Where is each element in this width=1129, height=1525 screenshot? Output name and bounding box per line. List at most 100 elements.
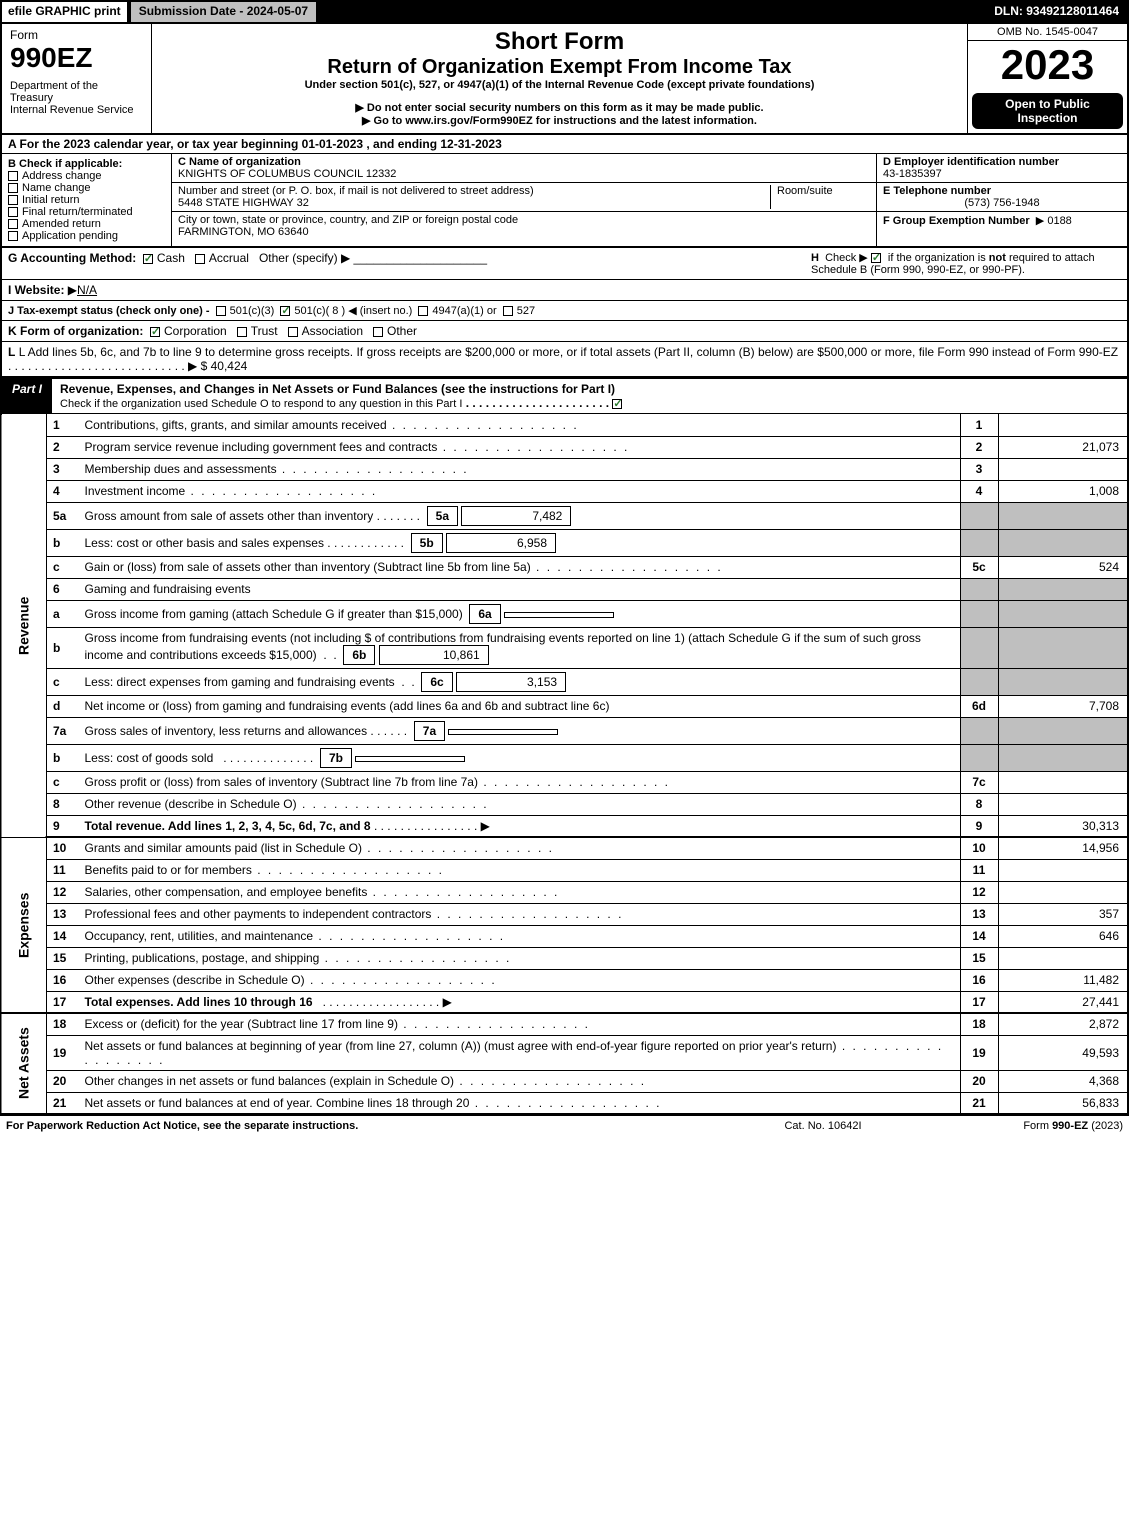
checkbox-icon[interactable] <box>8 195 18 205</box>
checkbox-icon[interactable] <box>8 231 18 241</box>
checkbox-501c3[interactable] <box>216 306 226 316</box>
line-19: 19Net assets or fund balances at beginni… <box>1 1035 1128 1070</box>
line-6c: cLess: direct expenses from gaming and f… <box>1 668 1128 695</box>
checkbox-cash[interactable] <box>143 254 153 264</box>
phone-label: E Telephone number <box>883 185 991 197</box>
header-right: OMB No. 1545-0047 2023 Open to Public In… <box>967 24 1127 133</box>
tax-year: 2023 <box>968 41 1127 89</box>
checkbox-accrual[interactable] <box>195 254 205 264</box>
group-value: 0188 <box>1047 215 1071 227</box>
topbar-spacer <box>318 2 986 22</box>
chk-amended: Amended return <box>8 218 165 230</box>
checkbox-assoc[interactable] <box>288 327 298 337</box>
city-cell: City or town, state or province, country… <box>172 212 876 240</box>
section-h: H Check ▶ if the organization is not req… <box>811 251 1121 276</box>
row-g-h: G Accounting Method: Cash Accrual Other … <box>0 248 1129 280</box>
line-1: Revenue 1Contributions, gifts, grants, a… <box>1 414 1128 436</box>
footer-left: For Paperwork Reduction Act Notice, see … <box>6 1120 723 1132</box>
page-footer: For Paperwork Reduction Act Notice, see … <box>0 1115 1129 1136</box>
group-label: F Group Exemption Number <box>883 215 1030 227</box>
footer-mid: Cat. No. 10642I <box>723 1120 923 1132</box>
info-block: B Check if applicable: Address change Na… <box>0 154 1129 248</box>
short-form-title: Short Form <box>160 28 959 56</box>
netassets-side-label: Net Assets <box>1 1013 47 1114</box>
line-11: 11Benefits paid to or for members11 <box>1 859 1128 881</box>
chk-initial: Initial return <box>8 194 165 206</box>
checkbox-527[interactable] <box>503 306 513 316</box>
line-17: 17Total expenses. Add lines 10 through 1… <box>1 991 1128 1013</box>
return-title: Return of Organization Exempt From Incom… <box>160 56 959 79</box>
dept-label: Department of the Treasury <box>10 80 143 104</box>
line-14: 14Occupancy, rent, utilities, and mainte… <box>1 925 1128 947</box>
chk-pending: Application pending <box>8 230 165 242</box>
checkbox-other[interactable] <box>373 327 383 337</box>
section-a: A For the 2023 calendar year, or tax yea… <box>0 135 1129 154</box>
line-21: 21Net assets or fund balances at end of … <box>1 1092 1128 1114</box>
group-cell: F Group Exemption Number ▶ 0188 <box>877 212 1127 229</box>
checkbox-501c[interactable] <box>280 306 290 316</box>
phone-value: (573) 756-1948 <box>883 197 1121 209</box>
line-2: 2Program service revenue including gover… <box>1 436 1128 458</box>
city-label: City or town, state or province, country… <box>178 214 518 226</box>
street-label: Number and street (or P. O. box, if mail… <box>178 185 534 197</box>
bullet-2: Go to www.irs.gov/Form990EZ for instruct… <box>160 114 959 127</box>
line-8: 8Other revenue (describe in Schedule O)8 <box>1 793 1128 815</box>
section-j: J Tax-exempt status (check only one) - 5… <box>0 301 1129 321</box>
part-1-header: Part I Revenue, Expenses, and Changes in… <box>0 378 1129 414</box>
irs-label: Internal Revenue Service <box>10 104 143 116</box>
section-c: C Name of organization KNIGHTS OF COLUMB… <box>172 154 877 246</box>
line-6a: aGross income from gaming (attach Schedu… <box>1 600 1128 627</box>
street-value: 5448 STATE HIGHWAY 32 <box>178 197 309 209</box>
line-5b: bLess: cost or other basis and sales exp… <box>1 529 1128 556</box>
checkbox-icon[interactable] <box>8 183 18 193</box>
checkbox-icon[interactable] <box>8 219 18 229</box>
line-4: 4Investment income41,008 <box>1 480 1128 502</box>
section-b-label: B Check if applicable: <box>8 158 165 170</box>
line-20: 20Other changes in net assets or fund ba… <box>1 1070 1128 1092</box>
line-13: 13Professional fees and other payments t… <box>1 903 1128 925</box>
line-9: 9Total revenue. Add lines 1, 2, 3, 4, 5c… <box>1 815 1128 837</box>
part-1-label: Part I <box>2 379 52 413</box>
checkbox-h[interactable] <box>871 253 881 263</box>
checkbox-trust[interactable] <box>237 327 247 337</box>
chk-final: Final return/terminated <box>8 206 165 218</box>
ein-label: D Employer identification number <box>883 156 1059 168</box>
line-5a: 5aGross amount from sale of assets other… <box>1 502 1128 529</box>
org-name: KNIGHTS OF COLUMBUS COUNCIL 12332 <box>178 168 396 180</box>
part-1-title: Revenue, Expenses, and Changes in Net As… <box>52 379 1127 413</box>
bullet-1: Do not enter social security numbers on … <box>160 101 959 114</box>
line-6b: bGross income from fundraising events (n… <box>1 627 1128 668</box>
header-mid: Short Form Return of Organization Exempt… <box>152 24 967 133</box>
form-word: Form <box>10 28 143 42</box>
form-number: 990EZ <box>10 42 143 74</box>
header-left: Form 990EZ Department of the Treasury In… <box>2 24 152 133</box>
line-10: Expenses 10Grants and similar amounts pa… <box>1 837 1128 859</box>
line-6d: dNet income or (loss) from gaming and fu… <box>1 695 1128 717</box>
efile-label: efile GRAPHIC print <box>2 2 129 22</box>
street-cell: Number and street (or P. O. box, if mail… <box>172 183 876 212</box>
line-18: Net Assets 18Excess or (deficit) for the… <box>1 1013 1128 1035</box>
checkbox-4947[interactable] <box>418 306 428 316</box>
checkbox-icon[interactable] <box>8 207 18 217</box>
org-name-cell: C Name of organization KNIGHTS OF COLUMB… <box>172 154 876 183</box>
chk-address: Address change <box>8 170 165 182</box>
line-16: 16Other expenses (describe in Schedule O… <box>1 969 1128 991</box>
ein-cell: D Employer identification number 43-1835… <box>877 154 1127 183</box>
gross-receipts: $ 40,424 <box>201 359 248 373</box>
line-5c: cGain or (loss) from sale of assets othe… <box>1 556 1128 578</box>
top-bar: efile GRAPHIC print Submission Date - 20… <box>0 0 1129 24</box>
ein-value: 43-1835397 <box>883 168 942 180</box>
section-k: K Form of organization: Corporation Trus… <box>0 321 1129 342</box>
footer-right: Form 990-EZ (2023) <box>923 1120 1123 1132</box>
website-value: N/A <box>77 283 97 297</box>
subtitle: Under section 501(c), 527, or 4947(a)(1)… <box>160 79 959 91</box>
checkbox-schedule-o[interactable] <box>612 399 622 409</box>
section-b: B Check if applicable: Address change Na… <box>2 154 172 246</box>
line-6: 6Gaming and fundraising events <box>1 578 1128 600</box>
line-7b: bLess: cost of goods sold . . . . . . . … <box>1 744 1128 771</box>
section-i: I Website: ▶N/A <box>0 280 1129 301</box>
checkbox-icon[interactable] <box>8 171 18 181</box>
checkbox-corp[interactable] <box>150 327 160 337</box>
room-label: Room/suite <box>770 185 870 209</box>
chk-name: Name change <box>8 182 165 194</box>
